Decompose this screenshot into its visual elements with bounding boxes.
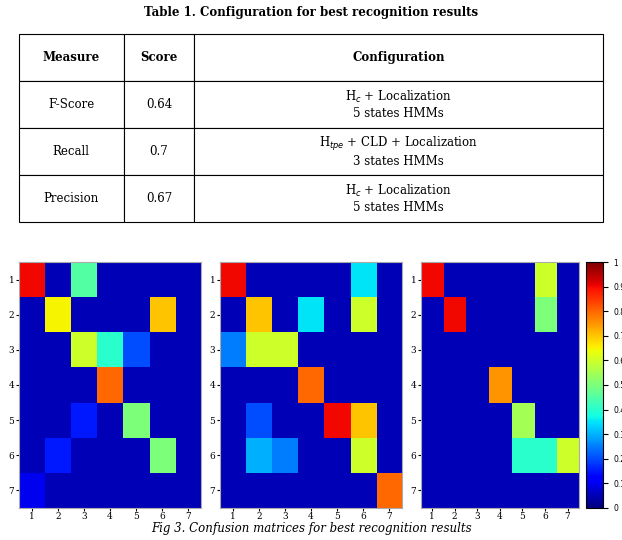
Text: Fig 3. Confusion matrices for best recognition results: Fig 3. Confusion matrices for best recog…: [151, 522, 471, 535]
Text: Table 1. Configuration for best recognition results: Table 1. Configuration for best recognit…: [144, 6, 478, 19]
